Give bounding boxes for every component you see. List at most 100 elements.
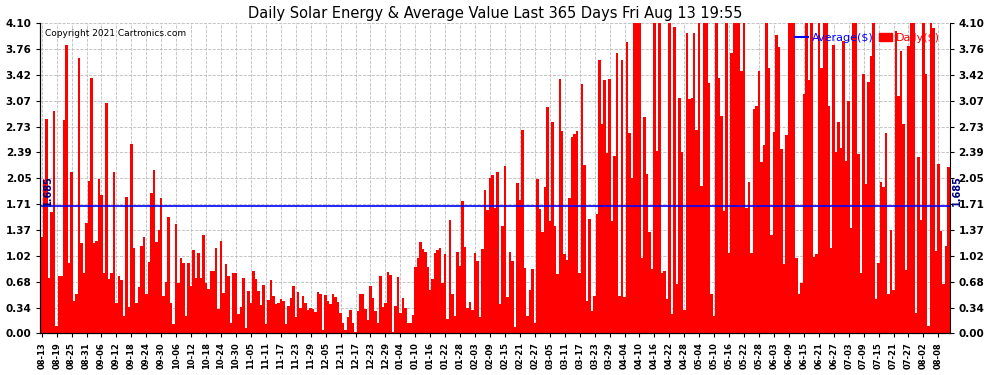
Bar (287, 306, 289, 333)
Bar (742, 23, 745, 333)
Bar (616, 53, 619, 333)
Bar (867, 82, 870, 333)
Bar (68, 263, 70, 333)
Bar (798, 294, 800, 333)
Bar (529, 291, 531, 333)
Bar (128, 307, 130, 333)
Bar (690, 98, 693, 333)
Bar (568, 198, 571, 333)
Bar (723, 211, 726, 333)
Bar (501, 226, 504, 333)
Bar (335, 297, 337, 333)
Bar (269, 280, 272, 333)
Bar (524, 268, 526, 333)
Bar (448, 220, 451, 333)
Bar (292, 286, 294, 333)
Bar (366, 320, 369, 333)
Bar (262, 285, 264, 333)
Bar (259, 305, 262, 333)
Bar (371, 298, 374, 333)
Bar (489, 178, 491, 333)
Bar (364, 309, 366, 333)
Bar (243, 278, 245, 333)
Bar (315, 312, 317, 333)
Bar (882, 187, 885, 333)
Bar (905, 270, 907, 333)
Bar (895, 31, 897, 333)
Bar (678, 98, 680, 333)
Bar (596, 214, 598, 333)
Bar (534, 322, 537, 333)
Bar (57, 276, 60, 333)
Bar (180, 258, 182, 333)
Bar (930, 23, 933, 333)
Bar (167, 217, 170, 333)
Bar (752, 109, 755, 333)
Bar (655, 151, 658, 333)
Bar (765, 23, 767, 333)
Bar (461, 201, 464, 333)
Bar (935, 251, 938, 333)
Bar (245, 328, 248, 333)
Bar (407, 324, 409, 333)
Bar (417, 258, 419, 333)
Bar (840, 148, 842, 333)
Bar (392, 332, 394, 333)
Bar (850, 228, 852, 333)
Bar (103, 273, 105, 333)
Bar (775, 34, 778, 333)
Bar (235, 273, 238, 333)
Bar (130, 144, 133, 333)
Bar (165, 282, 167, 333)
Title: Daily Solar Energy & Average Value Last 365 Days Fri Aug 13 19:55: Daily Solar Energy & Average Value Last … (248, 6, 742, 21)
Bar (561, 131, 563, 333)
Bar (172, 324, 175, 333)
Bar (788, 23, 790, 333)
Bar (813, 258, 815, 333)
Bar (310, 308, 312, 333)
Bar (215, 248, 217, 333)
Bar (70, 172, 73, 333)
Bar (499, 304, 501, 333)
Bar (464, 247, 466, 333)
Bar (553, 226, 556, 333)
Bar (576, 131, 578, 333)
Bar (629, 133, 631, 333)
Bar (52, 111, 55, 333)
Bar (910, 23, 912, 333)
Bar (601, 124, 603, 333)
Bar (254, 279, 257, 333)
Bar (305, 303, 307, 333)
Bar (762, 145, 765, 333)
Bar (696, 130, 698, 333)
Bar (140, 246, 143, 333)
Bar (925, 74, 927, 333)
Bar (43, 180, 46, 333)
Bar (320, 294, 322, 333)
Bar (202, 235, 205, 333)
Bar (152, 170, 155, 333)
Bar (453, 316, 456, 333)
Bar (718, 78, 721, 333)
Bar (60, 276, 63, 333)
Bar (197, 254, 200, 333)
Bar (636, 23, 639, 333)
Bar (330, 304, 332, 333)
Bar (915, 313, 917, 333)
Bar (105, 103, 108, 333)
Bar (374, 311, 376, 333)
Bar (397, 277, 399, 333)
Bar (312, 309, 315, 333)
Bar (200, 278, 202, 333)
Bar (340, 314, 342, 333)
Bar (409, 324, 412, 333)
Bar (693, 33, 696, 333)
Bar (90, 78, 93, 333)
Bar (424, 252, 427, 333)
Bar (297, 292, 300, 333)
Bar (833, 45, 835, 333)
Bar (865, 184, 867, 333)
Bar (757, 71, 760, 333)
Bar (619, 296, 621, 333)
Bar (795, 258, 798, 333)
